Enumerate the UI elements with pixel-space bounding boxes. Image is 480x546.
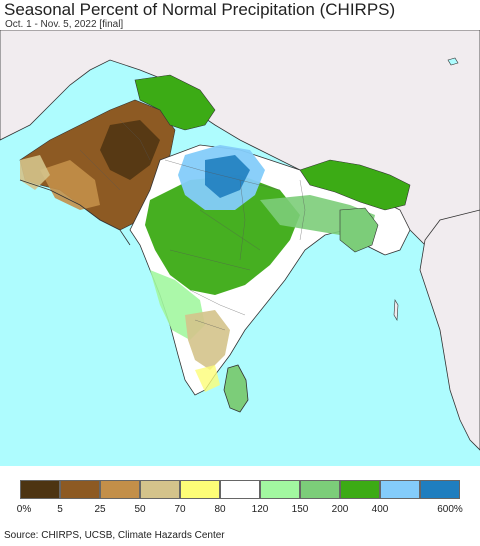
legend-label: 25 bbox=[94, 504, 106, 515]
legend-label: 120 bbox=[251, 504, 269, 515]
admin-borders bbox=[79, 119, 306, 331]
source-credit: Source: CHIRPS, UCSB, Climate Hazards Ce… bbox=[4, 530, 225, 541]
wet-region-central bbox=[145, 175, 300, 295]
legend-label: 70 bbox=[174, 504, 186, 515]
precipitation-map bbox=[0, 30, 480, 466]
coast-west bbox=[19, 179, 131, 246]
legend-swatch bbox=[300, 480, 340, 499]
map-title: Seasonal Percent of Normal Precipitation… bbox=[4, 0, 396, 19]
legend-label: 200 bbox=[331, 504, 349, 515]
legend: 0% 5 25 50 70 80 120 150 200 400 600% bbox=[0, 480, 480, 520]
andaman-islands bbox=[393, 299, 399, 321]
legend-label: 400 bbox=[371, 504, 389, 515]
dry-region-south bbox=[185, 310, 230, 370]
outside-land-east bbox=[419, 209, 480, 451]
legend-label: 50 bbox=[134, 504, 146, 515]
bangladesh-region bbox=[339, 207, 379, 253]
northeast-region bbox=[299, 159, 411, 211]
legend-swatch bbox=[420, 480, 460, 499]
wet-region-north bbox=[134, 74, 216, 131]
legend-label: 150 bbox=[291, 504, 309, 515]
dry-region-light bbox=[20, 155, 50, 190]
small-island bbox=[447, 57, 459, 66]
legend-label: 0% bbox=[16, 504, 32, 515]
legend-swatch bbox=[380, 480, 420, 499]
dry-region-core bbox=[100, 120, 160, 180]
yellow-patch-south bbox=[195, 365, 220, 392]
legend-swatch bbox=[100, 480, 140, 499]
legend-swatch bbox=[220, 480, 260, 499]
legend-swatch bbox=[140, 480, 180, 499]
dry-region-tan bbox=[40, 160, 100, 210]
legend-swatch bbox=[340, 480, 380, 499]
legend-label: 80 bbox=[214, 504, 226, 515]
legend-swatch bbox=[20, 480, 60, 499]
legend-label: 5 bbox=[57, 504, 63, 515]
legend-swatch bbox=[60, 480, 100, 499]
sri-lanka bbox=[223, 364, 249, 413]
extreme-wet-region bbox=[205, 155, 250, 198]
legend-swatch bbox=[260, 480, 300, 499]
legend-label: 600% bbox=[437, 504, 463, 515]
legend-swatch bbox=[180, 480, 220, 499]
map-subtitle: Oct. 1 - Nov. 5, 2022 [final] bbox=[5, 19, 124, 30]
